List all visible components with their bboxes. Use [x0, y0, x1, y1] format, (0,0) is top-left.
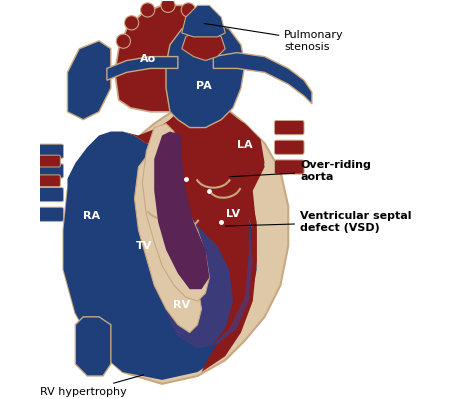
Text: LV: LV [226, 209, 240, 219]
Polygon shape [154, 132, 210, 289]
Text: RA: RA [82, 211, 100, 221]
Circle shape [125, 16, 139, 30]
Polygon shape [75, 317, 111, 376]
Polygon shape [64, 132, 257, 380]
Circle shape [141, 3, 155, 17]
Polygon shape [142, 159, 253, 348]
Polygon shape [67, 41, 111, 120]
Polygon shape [213, 53, 312, 104]
FancyBboxPatch shape [38, 164, 64, 178]
Text: Over-riding
aorta: Over-riding aorta [230, 160, 371, 182]
Polygon shape [170, 128, 249, 348]
Polygon shape [142, 124, 210, 301]
Circle shape [161, 0, 175, 12]
FancyBboxPatch shape [274, 160, 304, 174]
Polygon shape [162, 104, 264, 372]
FancyBboxPatch shape [38, 144, 64, 158]
Polygon shape [115, 5, 217, 112]
Circle shape [116, 34, 130, 48]
Polygon shape [135, 139, 201, 333]
Polygon shape [64, 100, 288, 384]
FancyBboxPatch shape [38, 155, 60, 167]
Circle shape [197, 16, 211, 30]
FancyBboxPatch shape [274, 140, 304, 154]
FancyBboxPatch shape [38, 207, 64, 221]
Text: RV hypertrophy: RV hypertrophy [40, 375, 144, 397]
Text: LA: LA [237, 140, 253, 150]
FancyBboxPatch shape [274, 120, 304, 134]
Circle shape [206, 34, 220, 48]
Polygon shape [182, 29, 225, 61]
Polygon shape [182, 5, 225, 37]
Polygon shape [107, 57, 178, 80]
Text: TV: TV [136, 241, 153, 251]
Polygon shape [123, 104, 264, 372]
Text: PA: PA [196, 81, 211, 91]
Text: RV: RV [173, 300, 191, 310]
Polygon shape [166, 21, 245, 128]
Text: Pulmonary
stenosis: Pulmonary stenosis [204, 24, 344, 51]
FancyBboxPatch shape [38, 175, 60, 187]
Text: Ao: Ao [140, 53, 156, 63]
FancyBboxPatch shape [38, 188, 64, 201]
Text: Ventricular septal
defect (VSD): Ventricular septal defect (VSD) [225, 211, 411, 233]
Circle shape [181, 3, 195, 17]
